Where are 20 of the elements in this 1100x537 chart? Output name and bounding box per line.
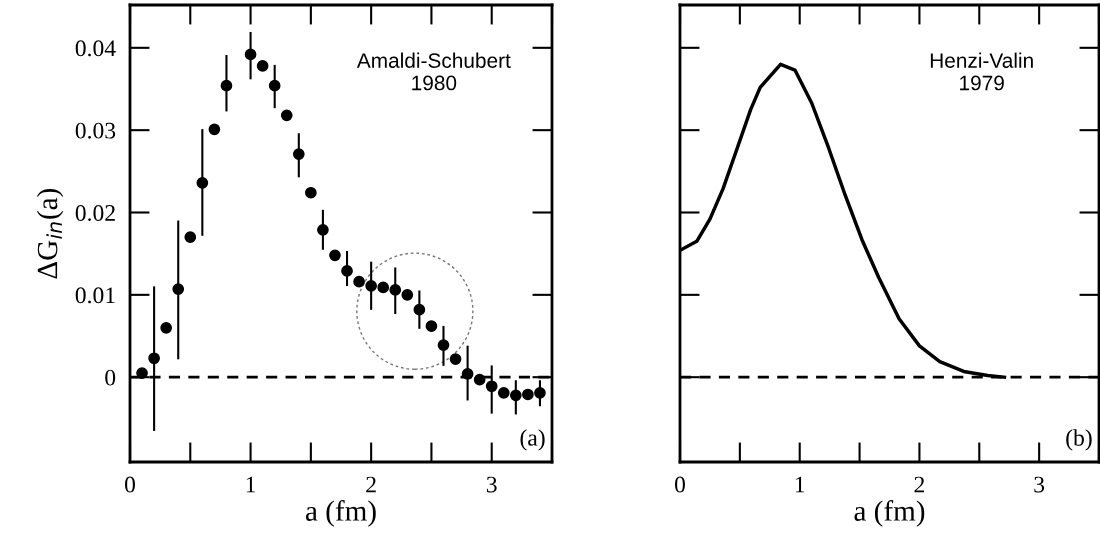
y-tick-label: 0.02 xyxy=(75,204,115,222)
x-tick-label: 0 xyxy=(125,476,135,493)
x-tick-label: 3 xyxy=(486,476,497,493)
x-tick-label: 2 xyxy=(366,476,376,493)
y-axis-title: ΔG$_{in}$(a) xyxy=(36,188,64,279)
x-axis-title: a (fm) xyxy=(306,500,376,527)
y-tick-label: 0.04 xyxy=(75,40,116,57)
y-tick-label: 0.03 xyxy=(75,122,116,139)
annotation: (a) xyxy=(520,429,545,451)
annotation: Henzi-Valin 1979 xyxy=(930,52,1033,91)
x-axis-title: a (fm) xyxy=(854,500,925,527)
x-tick-label: 1 xyxy=(795,476,805,493)
x-tick-label: 0 xyxy=(675,476,685,493)
x-tick-label: 2 xyxy=(914,476,925,493)
y-tick-label: 0 xyxy=(105,369,116,386)
annotation: (b) xyxy=(1066,429,1092,451)
y-tick-label: 0.01 xyxy=(75,287,115,304)
x-tick-label: 3 xyxy=(1034,476,1045,493)
annotation: Amaldi-Schubert 1980 xyxy=(356,52,511,91)
x-tick-label: 1 xyxy=(246,476,256,493)
